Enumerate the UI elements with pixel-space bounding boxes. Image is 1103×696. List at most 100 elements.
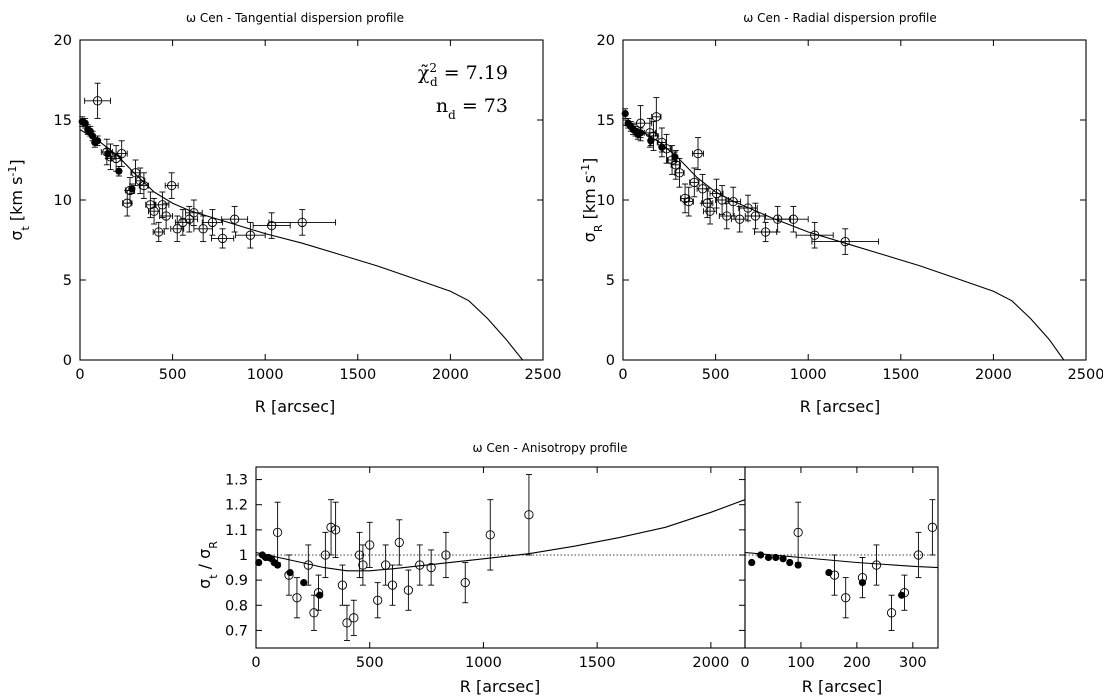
anisotropy-filled-point bbox=[274, 561, 282, 569]
tangential-x-axis-label: R [arcsec] bbox=[255, 397, 336, 416]
radial-open-point bbox=[635, 118, 646, 128]
radial-open-point bbox=[674, 168, 685, 178]
radial-x-tick-label: 1000 bbox=[790, 367, 827, 383]
anisotropy-x-tick-label: 2000 bbox=[692, 655, 729, 671]
radial-x-tick-label: 2000 bbox=[975, 367, 1012, 383]
radial-open-point bbox=[689, 177, 699, 188]
tangential-y-tick-label: 0 bbox=[63, 353, 72, 369]
anisotropy-open-point bbox=[524, 510, 534, 520]
radial-open-point bbox=[693, 148, 703, 159]
anisotropy-open-point bbox=[394, 537, 404, 548]
anisotropy-open-point bbox=[272, 527, 283, 538]
anisotropy-open-point bbox=[330, 525, 341, 535]
radial-open-point bbox=[840, 236, 850, 247]
zoom-filled-point bbox=[772, 553, 780, 562]
zoom-open-point bbox=[913, 550, 924, 560]
tangential-plot-area: 0 500 1000 1500 2000 2500 0 5 10 15 20 bbox=[54, 33, 562, 383]
chi-squared-annotation: χ̃2 d = 7.19 bbox=[418, 61, 508, 89]
radial-x-tick-label: 0 bbox=[618, 367, 627, 383]
tangential-open-point bbox=[92, 96, 103, 106]
tangential-open-point bbox=[102, 147, 112, 157]
zoom-filled-point bbox=[786, 558, 794, 567]
zoom-plot-area: 0 100 200 300 bbox=[740, 466, 939, 671]
radial-open-point bbox=[728, 196, 738, 207]
zoom-filled-point bbox=[764, 553, 773, 562]
anisotropy-x-tick-label: 500 bbox=[356, 655, 384, 671]
tangential-chart-title: ω Cen - Tangential dispersion profile bbox=[186, 11, 404, 25]
tangential-open-point bbox=[207, 217, 218, 228]
tangential-open-point bbox=[161, 211, 171, 221]
anisotropy-y-tick-label: 1.2 bbox=[225, 498, 248, 514]
anisotropy-open-point bbox=[485, 530, 495, 540]
zoom-open-point bbox=[927, 522, 938, 532]
zoom-open-point bbox=[857, 572, 868, 583]
anisotropy-x-tick-label: 1000 bbox=[465, 655, 502, 671]
tangential-filled-point bbox=[93, 137, 102, 145]
radial-model-curve bbox=[623, 124, 1065, 360]
radial-plot-area: 0 500 1000 1500 2000 2500 0 5 10 15 20 bbox=[597, 33, 1103, 383]
anisotropy-y-tick-label: 0.9 bbox=[225, 573, 248, 589]
radial-open-point bbox=[711, 188, 722, 199]
radial-y-axis-label: σR [km s-1] bbox=[579, 158, 605, 243]
radial-y-tick-label: 15 bbox=[597, 113, 615, 129]
tangential-open-point bbox=[172, 224, 182, 234]
anisotropy-filled-point bbox=[300, 579, 308, 587]
radial-x-tick-label: 1500 bbox=[882, 367, 919, 383]
tangential-x-tick-label: 0 bbox=[75, 367, 84, 383]
tangential-open-point bbox=[189, 208, 199, 218]
radial-y-tick-label: 0 bbox=[606, 353, 615, 369]
tangential-open-point bbox=[217, 233, 228, 244]
zoom-x-axis-label: R [arcsec] bbox=[802, 677, 883, 696]
radial-dispersion-panel: ω Cen - Radial dispersion profile R [arc… bbox=[579, 11, 937, 416]
tangential-open-point bbox=[229, 214, 240, 224]
anisotropy-x-tick-label: 0 bbox=[251, 655, 260, 671]
anisotropy-x-axis-label: R [arcsec] bbox=[460, 677, 541, 696]
zoom-open-point bbox=[829, 570, 840, 580]
tangential-open-point bbox=[139, 180, 149, 191]
tangential-y-tick-label: 20 bbox=[54, 33, 72, 49]
tangential-open-point bbox=[178, 217, 188, 228]
anisotropy-y-tick-label: 0.7 bbox=[225, 623, 248, 639]
anisotropy-y-axis-label: σt / σR bbox=[195, 541, 220, 589]
tangential-open-point bbox=[157, 200, 168, 210]
anisotropy-open-point bbox=[426, 562, 436, 573]
zoom-x-tick-label: 200 bbox=[843, 655, 871, 671]
tangential-open-point bbox=[167, 180, 177, 191]
tangential-open-point bbox=[297, 217, 307, 228]
anisotropy-y-tick-label: 1 bbox=[239, 548, 248, 564]
zoom-filled-point bbox=[757, 551, 765, 559]
zoom-open-point bbox=[841, 593, 851, 603]
anisotropy-open-point bbox=[292, 593, 302, 603]
radial-open-point bbox=[810, 230, 820, 240]
anisotropy-open-point bbox=[365, 540, 375, 550]
tangential-open-point bbox=[245, 230, 256, 240]
anisotropy-open-point bbox=[349, 613, 359, 623]
zoom-filled-point bbox=[748, 558, 756, 567]
anisotropy-open-point bbox=[403, 585, 414, 595]
zoom-open-point bbox=[871, 560, 882, 570]
anisotropy-model-curve bbox=[256, 499, 745, 572]
tangential-open-point bbox=[154, 227, 164, 237]
radial-x-tick-label: 2500 bbox=[1068, 367, 1103, 383]
radial-y-tick-label: 20 bbox=[597, 33, 615, 49]
anisotropy-open-point bbox=[373, 595, 383, 605]
tangential-x-tick-label: 1500 bbox=[339, 367, 376, 383]
zoom-open-point bbox=[793, 527, 803, 538]
radial-open-point bbox=[735, 214, 745, 224]
zoom-x-tick-label: 0 bbox=[740, 655, 749, 671]
radial-open-point bbox=[760, 227, 771, 237]
radial-open-point bbox=[743, 203, 753, 213]
zoom-filled-point bbox=[779, 555, 787, 563]
radial-y-tick-label: 5 bbox=[606, 273, 615, 289]
anisotropy-filled-point bbox=[255, 558, 263, 567]
anisotropy-y-tick-label: 1.3 bbox=[225, 473, 248, 489]
n-datapoints-annotation: nd = 73 bbox=[436, 95, 508, 122]
zoom-filled-point bbox=[794, 561, 802, 569]
radial-y-tick-label: 10 bbox=[597, 193, 615, 209]
tangential-open-point bbox=[149, 206, 159, 216]
anisotropy-zoom-panel: R [arcsec] bbox=[802, 677, 883, 696]
anisotropy-x-tick-label: 1500 bbox=[579, 655, 616, 671]
anisotropy-open-point bbox=[309, 608, 319, 618]
tangential-frame bbox=[79, 39, 544, 361]
